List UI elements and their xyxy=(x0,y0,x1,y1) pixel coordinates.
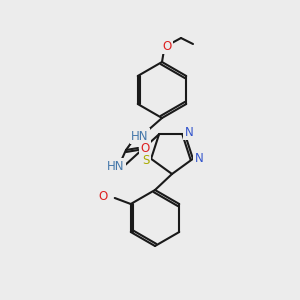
Text: HN: HN xyxy=(131,130,149,142)
Text: S: S xyxy=(142,154,150,167)
Text: N: N xyxy=(184,126,193,139)
Text: HN: HN xyxy=(107,160,125,172)
Text: O: O xyxy=(140,142,150,154)
Text: O: O xyxy=(98,190,107,202)
Text: O: O xyxy=(162,40,172,52)
Text: N: N xyxy=(194,152,203,165)
